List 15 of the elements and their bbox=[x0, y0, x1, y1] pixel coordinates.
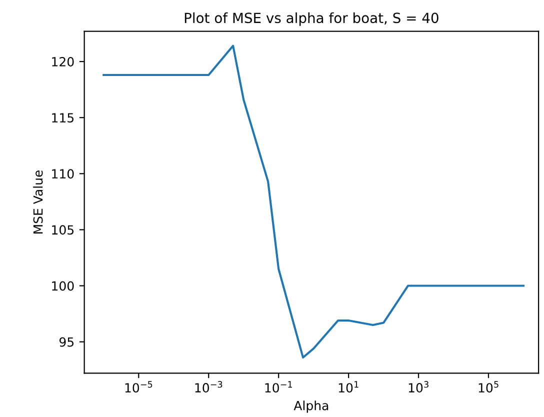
y-tick-label: 120 bbox=[52, 57, 74, 66]
x-tick-label: 10$^{−5}$ bbox=[125, 381, 152, 393]
x-axis-title: Alpha bbox=[294, 400, 328, 413]
x-tick-label: 10$^{3}$ bbox=[408, 381, 428, 393]
y-tick-label: 110 bbox=[52, 169, 74, 179]
y-tick-label: 95 bbox=[59, 337, 74, 347]
y-tick-label: 105 bbox=[52, 225, 74, 235]
x-tick-label: 10$^{−1}$ bbox=[265, 381, 292, 393]
x-tick-label: 10$^{−3}$ bbox=[195, 381, 222, 393]
chart-title: Plot of MSE vs alpha for boat, S = 40 bbox=[184, 12, 438, 26]
y-axis-title: MSE Value bbox=[33, 170, 43, 234]
y-tick-label: 115 bbox=[52, 113, 74, 123]
y-tick-label: 100 bbox=[52, 281, 74, 291]
x-tick-label: 10$^{1}$ bbox=[338, 381, 358, 393]
x-tick-label: 10$^{5}$ bbox=[478, 381, 498, 393]
